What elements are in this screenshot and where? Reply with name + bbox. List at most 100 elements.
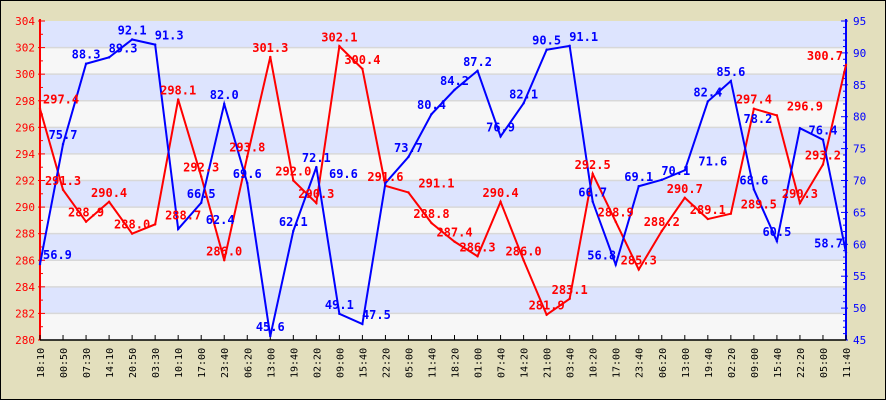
grid-band	[40, 21, 846, 48]
x-axis-tick-label: 22:20	[796, 348, 807, 378]
data-label: 62.1	[279, 215, 308, 229]
data-point	[407, 155, 410, 159]
x-axis-tick-label: 17:00	[197, 348, 208, 378]
data-label: 290.4	[91, 186, 127, 200]
data-label: 283.1	[552, 283, 588, 297]
x-axis-tick-label: 07:30	[82, 348, 93, 378]
grid-band	[40, 260, 846, 287]
x-axis-tick-label: 09:00	[750, 348, 761, 378]
data-label: 290.3	[298, 187, 334, 201]
right-axis-tick-label: 80	[853, 111, 866, 124]
data-label: 286.0	[506, 244, 542, 258]
x-axis-tick-label: 07:40	[497, 348, 508, 378]
data-point	[61, 142, 65, 146]
x-axis-tick-label: 21:00	[543, 348, 554, 378]
data-label: 80.4	[417, 98, 446, 112]
x-axis-tick-label: 17:00	[612, 348, 623, 378]
x-axis-tick-label: 05:00	[819, 348, 830, 378]
data-label: 288.2	[644, 215, 680, 229]
x-axis-tick-label: 14:20	[520, 348, 531, 378]
data-point	[107, 56, 111, 59]
data-point	[223, 259, 226, 262]
data-label: 291.1	[418, 176, 454, 190]
data-point	[775, 114, 779, 117]
x-axis-tick-label: 03:30	[151, 348, 162, 378]
data-point	[38, 262, 42, 266]
data-point	[84, 220, 88, 223]
x-axis-tick-label: 09:00	[335, 348, 346, 378]
data-label: 298.1	[160, 83, 196, 97]
right-axis-tick-label: 55	[853, 270, 866, 283]
left-axis-tick-label: 286	[15, 254, 35, 267]
data-label: 68.6	[739, 173, 768, 187]
x-axis-tick-label: 10:10	[174, 348, 185, 378]
data-point	[752, 107, 756, 110]
data-point	[499, 135, 502, 138]
data-label: 288.7	[165, 208, 201, 222]
data-point	[499, 200, 502, 203]
data-point	[545, 48, 548, 51]
data-label: 85.6	[716, 65, 745, 79]
data-point	[292, 229, 295, 233]
data-point	[61, 188, 65, 192]
data-point	[844, 63, 848, 67]
data-label: 286.0	[206, 244, 242, 258]
data-label: 288.9	[68, 206, 104, 220]
x-axis-tick-label: 23:40	[220, 348, 231, 378]
data-point	[591, 200, 594, 203]
data-label: 287.4	[436, 226, 472, 240]
data-label: 92.1	[118, 24, 147, 38]
data-label: 72.1	[302, 151, 331, 165]
data-label: 69.6	[233, 167, 262, 181]
data-label: 90.5	[532, 34, 561, 48]
data-label: 89.3	[109, 41, 138, 55]
x-axis-tick-label: 13:00	[266, 348, 277, 378]
x-axis-tick-label: 00:50	[59, 348, 70, 378]
data-label: 291.6	[367, 170, 403, 184]
data-label: 296.9	[787, 99, 823, 113]
x-axis-tick-label: 19:40	[289, 348, 300, 378]
left-axis-tick-label: 290	[15, 201, 35, 214]
data-point	[614, 220, 617, 223]
x-axis-tick-label: 18:20	[451, 348, 462, 378]
data-point	[407, 191, 410, 194]
data-point	[775, 239, 779, 243]
x-axis-tick-label: 01:00	[474, 348, 485, 378]
data-point	[706, 100, 710, 103]
left-axis-tick-label: 300	[15, 68, 35, 81]
x-axis-tick-label: 15:40	[358, 348, 369, 378]
data-label: 297.4	[43, 93, 79, 107]
right-axis-tick-label: 65	[853, 206, 866, 219]
data-point	[568, 44, 571, 48]
right-axis-tick-label: 75	[853, 143, 866, 156]
grid-band	[40, 286, 846, 314]
left-axis-tick-label: 296	[15, 121, 35, 134]
data-point	[315, 165, 318, 169]
data-point	[844, 251, 848, 254]
data-point	[821, 163, 825, 166]
data-label: 56.8	[587, 249, 616, 263]
data-point	[153, 223, 157, 226]
data-point	[246, 181, 249, 185]
data-label: 76.4	[809, 124, 838, 138]
x-axis-tick-label: 10:20	[589, 348, 600, 378]
data-label: 87.2	[463, 55, 492, 69]
data-label: 62.4	[206, 213, 235, 227]
x-axis-tick-label: 02:20	[727, 348, 738, 378]
left-axis-tick-label: 292	[15, 175, 35, 188]
x-axis-tick-label: 11:40	[842, 348, 853, 378]
data-point	[453, 88, 456, 92]
data-point	[269, 55, 272, 59]
x-axis-tick-label: 15:40	[773, 348, 784, 378]
data-label: 76.9	[486, 120, 515, 134]
right-axis-tick-label: 95	[853, 15, 866, 28]
data-label: 288.0	[114, 218, 150, 232]
x-axis-tick-label: 18:10	[36, 348, 47, 378]
data-label: 60.5	[762, 225, 791, 239]
data-point	[200, 201, 203, 205]
data-label: 84.2	[440, 74, 469, 88]
data-label: 288.9	[598, 206, 634, 220]
x-axis-tick-label: 11:40	[427, 348, 438, 378]
left-axis-tick-label: 302	[15, 42, 35, 55]
data-label: 289.5	[741, 198, 777, 212]
